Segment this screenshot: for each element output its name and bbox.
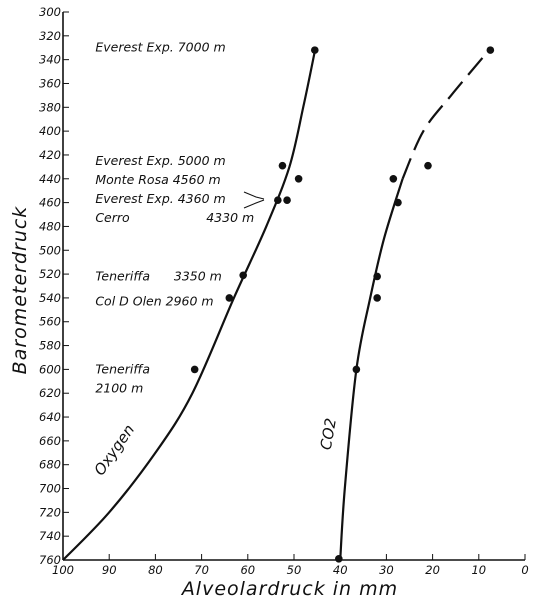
axes-layer <box>62 12 525 561</box>
x-tick-label: 90 <box>102 563 117 577</box>
co2-data-point <box>424 161 432 170</box>
leader-line-cerro <box>243 199 265 209</box>
oxygen-data-point <box>239 271 247 280</box>
co2-curve-extrapolated <box>401 50 489 180</box>
y-tick-label: 400 <box>39 124 61 138</box>
points-layer <box>190 46 495 563</box>
co2-data-point <box>373 272 381 281</box>
leader-line-everest-4360 <box>243 191 265 200</box>
annotation-label: Everest Exp. 4360 m <box>95 191 225 206</box>
co2-data-point <box>486 46 495 54</box>
leader-lines <box>243 191 265 209</box>
x-tick-label: 0 <box>521 563 528 577</box>
y-tick-label: 720 <box>39 505 61 519</box>
x-tick-label: 40 <box>333 563 348 577</box>
y-tick-label: 520 <box>39 267 61 281</box>
ticks-layer: 3003203403603804004204404604805005205405… <box>39 5 529 577</box>
co2-curve <box>339 178 404 561</box>
x-tick-label: 10 <box>471 563 486 577</box>
y-tick-label: 700 <box>39 482 61 496</box>
y-tick-label: 380 <box>39 100 61 114</box>
annotation-label: Cerro <box>95 210 130 225</box>
annotation-label: Monte Rosa 4560 m <box>95 172 220 187</box>
annotation-label: 2100 m <box>95 380 143 395</box>
x-tick-label: 70 <box>194 563 209 577</box>
y-tick-label: 760 <box>39 553 61 567</box>
oxygen-data-point <box>274 196 282 205</box>
y-tick-label: 480 <box>39 219 61 233</box>
y-tick-label: 340 <box>39 53 61 67</box>
y-tick-label: 320 <box>39 29 61 43</box>
co2-data-point <box>394 198 402 207</box>
oxygen-data-point <box>294 174 303 183</box>
y-axis-title: Barometerdruck <box>9 206 31 375</box>
oxygen-data-point <box>225 294 234 302</box>
annotation-label: Teneriffa <box>95 361 150 376</box>
y-tick-label: 440 <box>39 172 61 186</box>
y-tick-label: 500 <box>39 243 61 257</box>
annotation-label: 4330 m <box>206 210 254 225</box>
y-tick-label: 620 <box>39 386 61 400</box>
co2-data-point <box>335 555 343 563</box>
y-tick-label: 740 <box>39 529 61 543</box>
y-tick-label: 640 <box>39 410 61 424</box>
oxygen-data-point <box>310 46 319 54</box>
co2-data-point <box>352 365 361 374</box>
x-tick-label: 100 <box>52 563 74 577</box>
annotation-label: Col D Olen 2960 m <box>95 293 213 308</box>
x-tick-label: 50 <box>287 563 302 577</box>
curves-layer <box>62 50 489 561</box>
oxygen-data-point <box>190 365 199 374</box>
y-tick-label: 540 <box>39 291 61 305</box>
annotation-label: Everest Exp. 7000 m <box>95 40 225 55</box>
y-tick-label: 460 <box>39 196 61 210</box>
x-tick-label: 20 <box>425 563 440 577</box>
oxygen-curve-label: Oxygen <box>90 421 138 479</box>
y-tick-label: 660 <box>39 434 61 448</box>
y-tick-label: 680 <box>39 458 61 472</box>
x-axis-title: Alveolardruck in mm <box>180 578 398 598</box>
co2-data-point <box>373 294 381 302</box>
annotation-label: 3350 m <box>174 268 222 283</box>
annotations-layer: Everest Exp. 7000 m Everest Exp. 5000 m Mo… <box>90 40 340 479</box>
x-tick-label: 80 <box>148 563 163 577</box>
co2-curve-label: CO2 <box>317 417 340 451</box>
oxygen-data-point <box>278 161 287 170</box>
y-tick-label: 300 <box>39 5 61 19</box>
oxygen-data-point <box>283 196 291 205</box>
y-tick-label: 420 <box>39 148 61 162</box>
y-tick-label: 580 <box>39 339 61 353</box>
annotation-label: Everest Exp. 5000 m <box>95 153 225 168</box>
y-tick-label: 360 <box>39 76 61 90</box>
annotation-label: Teneriffa <box>95 268 150 283</box>
x-tick-label: 60 <box>240 563 255 577</box>
oxygen-curve <box>62 51 316 561</box>
y-tick-label: 560 <box>39 315 61 329</box>
y-tick-label: 600 <box>39 362 61 376</box>
co2-data-point <box>389 174 398 183</box>
x-tick-label: 30 <box>379 563 394 577</box>
